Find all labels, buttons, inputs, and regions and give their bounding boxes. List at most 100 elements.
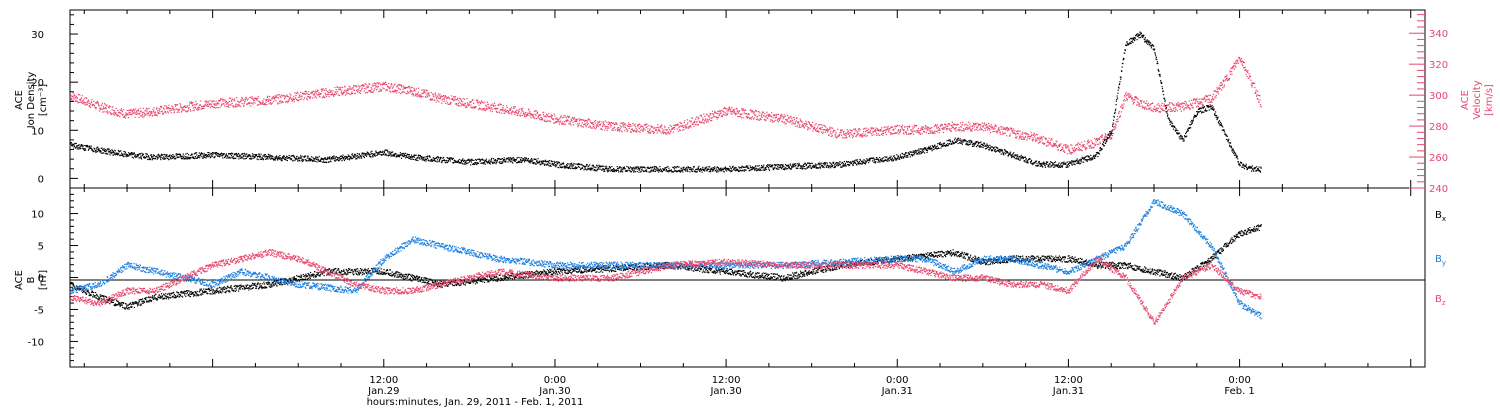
velocity-series-point [750, 117, 752, 119]
density-series-point [538, 162, 540, 164]
velocity-series-point [1108, 132, 1110, 135]
velocity-series-point [991, 128, 993, 130]
velocity-series-point [553, 122, 555, 124]
density-series-point [561, 162, 563, 165]
velocity-series-point [647, 132, 649, 134]
density-series-point [562, 166, 564, 168]
velocity-series-point [1124, 96, 1126, 98]
density-series-point [317, 157, 319, 159]
velocity-series-point [506, 107, 509, 109]
density-series-point [264, 154, 266, 156]
velocity-series-point [796, 117, 798, 119]
density-series-point [122, 153, 124, 155]
velocity-series-point [315, 93, 317, 95]
velocity-series-point [1158, 104, 1160, 107]
velocity-series-point [1198, 103, 1200, 105]
density-series-point [118, 151, 121, 153]
velocity-series-point [558, 123, 561, 125]
velocity-series-point [898, 133, 900, 135]
density-series-point [250, 157, 252, 159]
velocity-series-point [1214, 90, 1217, 92]
velocity-series-point [78, 93, 80, 96]
density-series-point [487, 160, 490, 162]
velocity-series-point [522, 112, 525, 114]
density-series-point [124, 155, 126, 157]
density-series-point [334, 160, 337, 162]
density-series-point [503, 157, 505, 159]
velocity-series-point [423, 91, 425, 93]
velocity-series-point [815, 130, 818, 132]
density-series-point [81, 144, 83, 146]
velocity-series-point [129, 113, 132, 115]
velocity-series-point [1234, 61, 1237, 63]
velocity-series-point [890, 126, 892, 129]
velocity-series-point [738, 115, 740, 118]
velocity-series-point [465, 105, 467, 107]
density-series-point [470, 161, 472, 163]
velocity-series-point [140, 115, 142, 117]
density-series-point [160, 154, 162, 157]
velocity-series-point [659, 129, 661, 131]
density-series-point [268, 156, 270, 158]
density-series-point [204, 154, 206, 157]
velocity-series-point [1127, 93, 1129, 95]
velocity-series-point [1063, 150, 1065, 152]
velocity-series-point [942, 128, 944, 130]
velocity-series-point [390, 84, 392, 86]
velocity-series-point [256, 98, 258, 100]
velocity-series-point [1217, 93, 1220, 95]
velocity-series-point [1152, 102, 1154, 104]
velocity-series-point [640, 125, 643, 127]
velocity-series-point [1028, 133, 1030, 135]
velocity-series-point [1206, 99, 1208, 101]
velocity-series-point [1073, 151, 1075, 153]
velocity-series-point [784, 115, 787, 117]
density-series-point [281, 158, 283, 160]
velocity-series-point [516, 109, 518, 112]
velocity-series-point [730, 111, 732, 113]
density-series-point [469, 159, 471, 161]
density-series-point [252, 155, 254, 157]
density-series-point [512, 157, 515, 159]
density-series-point [174, 155, 176, 157]
velocity-series-point [822, 124, 824, 126]
velocity-series-point [1091, 141, 1093, 143]
density-series-point [586, 164, 588, 166]
velocity-series-point [176, 108, 178, 110]
velocity-series-point [686, 123, 688, 125]
density-series-point [410, 158, 412, 160]
velocity-series-point [1222, 79, 1225, 81]
velocity-series-point [923, 129, 925, 131]
density-series-point [517, 161, 520, 164]
velocity-series-point [889, 127, 891, 129]
density-series-point [211, 154, 213, 156]
velocity-series-point [737, 115, 739, 118]
density-series-point [388, 153, 390, 155]
velocity-series-point [120, 108, 123, 110]
velocity-series-point [334, 94, 337, 96]
velocity-series-point [928, 126, 930, 128]
velocity-series-point [1054, 145, 1056, 147]
density-series-point [358, 153, 360, 155]
density-series-point [205, 154, 208, 156]
velocity-series-point [976, 127, 978, 129]
velocity-series-point [932, 131, 934, 133]
velocity-series-point [930, 132, 932, 134]
velocity-series-point [914, 126, 916, 128]
velocity-series-point [727, 110, 730, 112]
velocity-series-point [186, 105, 189, 107]
velocity-series-point [1083, 144, 1085, 146]
velocity-series-point [1159, 106, 1161, 108]
velocity-series-point [328, 96, 330, 98]
velocity-series-point [579, 120, 581, 122]
velocity-series-point [1235, 66, 1237, 68]
velocity-series-point [1169, 110, 1171, 113]
velocity-series-point [825, 126, 827, 128]
velocity-series-point [266, 96, 269, 98]
velocity-series-point [1010, 127, 1012, 129]
density-series-point [346, 155, 348, 158]
velocity-series-point [270, 99, 272, 102]
density-series-point [521, 157, 523, 159]
velocity-series-point [481, 101, 484, 103]
density-series-point [109, 150, 112, 152]
